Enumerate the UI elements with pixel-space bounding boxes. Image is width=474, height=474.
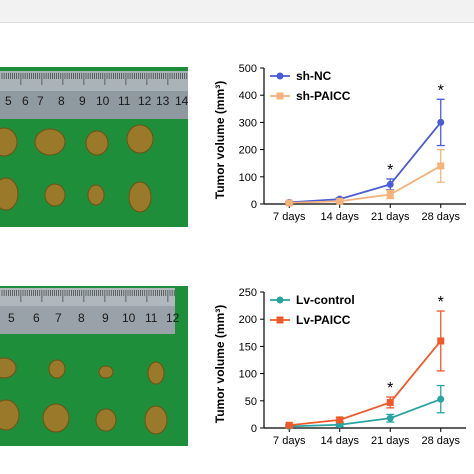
y-tick-label: 0 [251, 199, 257, 211]
ruler-number: 8 [58, 94, 65, 108]
tumor-sample [42, 403, 70, 433]
legend-marker [276, 92, 284, 100]
ruler-number: 5 [8, 311, 15, 325]
tumor-sample [128, 181, 152, 213]
tumor-sample [85, 130, 109, 156]
tumor-photo-top: 5 6 7 8 9 10 11 12 13 14 [0, 67, 188, 227]
y-axis-label: Tumor volume (mm³) [213, 81, 227, 199]
significance-marker: * [438, 294, 444, 311]
tumor-sample [0, 177, 19, 211]
tumor-sample [34, 128, 66, 156]
top-bar [0, 0, 474, 23]
ruler-number: 7 [55, 311, 62, 325]
tumor-sample [44, 183, 66, 207]
legend-marker [276, 72, 284, 80]
tumor-sample [126, 124, 154, 154]
data-point [386, 398, 394, 406]
significance-marker: * [438, 82, 444, 99]
y-tick-label: 400 [239, 90, 257, 102]
y-tick-label: 100 [239, 172, 257, 184]
y-tick-label: 200 [239, 145, 257, 157]
tumor-volume-chart-top: Tumor volume (mm³) 0 100 200 300 400 500 7 day… [200, 58, 474, 234]
data-point [336, 416, 344, 424]
series-line [289, 121, 442, 204]
legend-label: sh-NC [296, 69, 332, 83]
data-point [336, 197, 344, 205]
x-tick-label: 21 days [371, 435, 410, 447]
data-point [437, 395, 445, 403]
tumor-sample [87, 184, 105, 206]
y-tick-label: 0 [251, 423, 257, 435]
ruler-number: 13 [156, 94, 170, 108]
legend-marker [276, 316, 284, 324]
tumor-sample [0, 357, 17, 379]
data-point [437, 337, 445, 345]
tumor-photo-bottom: 5 6 7 8 9 10 11 12 [0, 286, 188, 446]
ruler-scale [0, 71, 188, 91]
y-tick-label: 100 [239, 369, 257, 381]
tumor-sample [147, 361, 165, 385]
ruler-number: 9 [102, 311, 109, 325]
x-tick-label: 21 days [371, 211, 410, 223]
tumor-sample [98, 365, 114, 379]
x-tick-label: 14 days [320, 211, 359, 223]
tumor-sample [48, 359, 66, 379]
ruler-number: 12 [166, 311, 180, 325]
significance-marker: * [387, 380, 393, 397]
series-line [289, 165, 442, 204]
y-tick-label: 300 [239, 117, 257, 129]
data-point [437, 118, 445, 126]
significance-marker: * [387, 162, 393, 179]
legend-label: Lv-control [296, 293, 355, 307]
y-tick-label: 500 [239, 63, 257, 75]
ruler-number: 14 [175, 94, 188, 108]
ruler-number: 12 [138, 94, 152, 108]
legend-label: Lv-PAICC [296, 313, 351, 327]
x-tick-label: 28 days [421, 211, 460, 223]
x-tick-label: 28 days [421, 435, 460, 447]
data-point [386, 190, 394, 198]
y-tick-label: 250 [239, 287, 257, 299]
data-point [285, 199, 293, 207]
ruler-number: 5 [5, 94, 12, 108]
data-point [437, 162, 445, 170]
ruler-number: 7 [37, 94, 44, 108]
ruler-number: 6 [33, 311, 40, 325]
tumor-sample [0, 399, 20, 431]
series-line [289, 398, 442, 428]
data-point [386, 414, 394, 422]
ruler-number: 11 [145, 311, 158, 325]
tumor-sample [0, 127, 18, 157]
tumor-sample [144, 405, 168, 435]
x-tick-label: 7 days [273, 435, 306, 447]
data-point [386, 180, 394, 188]
ruler-number: 10 [122, 311, 136, 325]
y-tick-label: 150 [239, 341, 257, 353]
legend-marker [276, 296, 284, 304]
tumor-sample [95, 408, 117, 432]
ruler-number: 10 [96, 94, 110, 108]
data-point [285, 421, 293, 429]
series-line [289, 340, 442, 427]
tumor-volume-chart-bottom: Tumor volume (mm³) 0 50 100 150 200 250 7 days… [200, 282, 474, 458]
y-axis-label: Tumor volume (mm³) [213, 305, 227, 423]
ruler-number: 6 [22, 94, 29, 108]
y-tick-label: 200 [239, 314, 257, 326]
x-tick-label: 7 days [273, 211, 306, 223]
y-tick-label: 50 [245, 396, 257, 408]
legend-label: sh-PAICC [296, 89, 351, 103]
ruler-number: 11 [118, 94, 131, 108]
x-tick-label: 14 days [320, 435, 359, 447]
ruler-number: 9 [79, 94, 86, 108]
ruler-number: 8 [78, 311, 85, 325]
